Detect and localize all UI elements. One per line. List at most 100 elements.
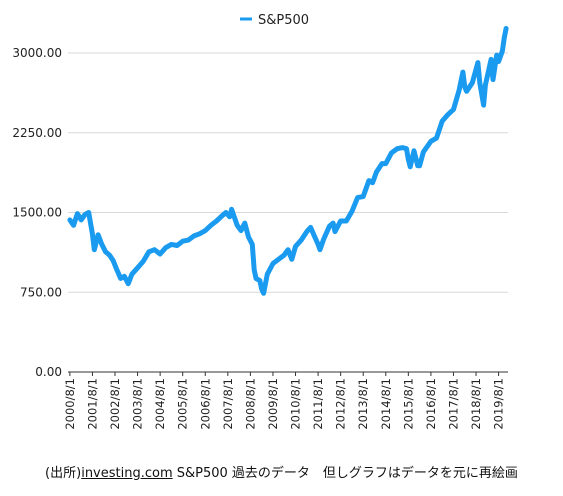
data-point [291,258,293,260]
data-point [503,37,505,39]
data-point [283,254,285,256]
data-point [413,150,415,152]
x-tick-label: 2004/8/1 [153,378,167,430]
data-point [148,251,150,253]
data-point [334,231,336,233]
data-point [193,235,195,237]
data-point [409,166,411,168]
data-point [466,90,468,92]
x-tick-label: 2003/8/1 [131,378,145,430]
data-point [248,236,249,238]
y-tick-label: 1500.00 [12,206,62,220]
data-point [490,58,492,60]
data-point [73,224,75,226]
x-tick-label: 2008/8/1 [243,378,257,430]
data-point [462,71,464,73]
y-tick-label: 2250.00 [12,126,62,140]
data-point [120,277,122,279]
data-point [477,62,479,64]
data-point [498,61,500,62]
data-point [375,171,377,173]
x-tick-label: 2011/8/1 [311,378,325,430]
data-point [229,216,231,218]
data-point [381,163,383,165]
x-tick-label: 2013/8/1 [356,378,370,430]
y-tick-label: 3000.00 [12,46,62,60]
data-point [407,158,409,160]
data-point [263,292,265,294]
data-point [492,79,494,81]
data-point [88,212,90,213]
data-point [112,259,114,261]
data-point [479,82,481,84]
data-point [261,288,263,290]
data-point [306,231,308,233]
data-point [255,277,257,279]
data-point [123,275,125,277]
data-point [165,247,167,249]
data-point [101,243,103,245]
data-point [300,239,302,241]
data-point [154,249,155,251]
data-point [231,208,233,210]
data-point [251,243,253,245]
data-point [484,84,486,86]
data-point [372,182,374,184]
y-axis-ticks: 0.00 750.00 1500.00 2250.00 3000.00 [12,46,62,379]
data-point [441,120,443,122]
data-point [430,140,432,142]
data-point [244,222,246,224]
data-point [422,151,424,153]
x-tick-label: 2005/8/1 [176,378,190,430]
grid-lines [68,52,508,373]
series-line-sp500 [67,26,509,296]
data-point [368,180,370,182]
legend: S&P500 [240,13,309,28]
x-tick-label: 2012/8/1 [334,378,348,430]
data-point [116,269,118,271]
data-point [127,283,129,285]
data-point [91,233,93,235]
x-tick-label: 2001/8/1 [85,378,99,430]
data-point [345,220,347,222]
x-tick-label: 2015/8/1 [401,378,415,430]
data-point [458,89,460,91]
data-point [310,226,312,228]
data-point [137,267,139,269]
x-tick-label: 2010/8/1 [289,378,303,430]
data-point [69,219,71,221]
data-point [417,165,419,167]
data-point [385,163,387,165]
source-note: (出所)investing.com S&P500 過去のデータ 但しグラフはデー… [0,462,563,481]
data-point [406,148,407,150]
y-tick-label: 750.00 [20,285,62,299]
data-point [216,220,217,222]
data-point [259,280,261,282]
data-point [142,260,144,262]
data-point [362,196,364,197]
x-tick-label: 2009/8/1 [266,378,280,430]
data-point [332,222,334,224]
data-point [266,273,268,275]
data-point [278,258,280,260]
legend-label: S&P500 [258,13,309,28]
data-point [272,263,274,264]
source-link[interactable]: investing.com [81,466,173,481]
x-tick-label: 2014/8/1 [379,378,393,430]
data-point [97,234,99,236]
data-point [319,249,321,251]
x-axis-ticks: 2000/8/1 2001/8/1 2002/8/1 2003/8/1 2004/8/1… [63,372,506,430]
x-tick-label: 2000/8/1 [63,378,77,430]
source-suffix: S&P500 過去のデータ 但しグラフはデータを元に再絵画 [172,466,518,481]
y-tick-label: 0.00 [35,365,62,379]
data-point [204,230,206,232]
data-point [496,54,498,56]
data-point [240,230,242,232]
data-point [236,224,238,226]
data-point [93,249,95,251]
data-point [483,104,485,106]
data-point [105,251,107,253]
data-point [419,165,421,167]
data-point [295,246,296,247]
